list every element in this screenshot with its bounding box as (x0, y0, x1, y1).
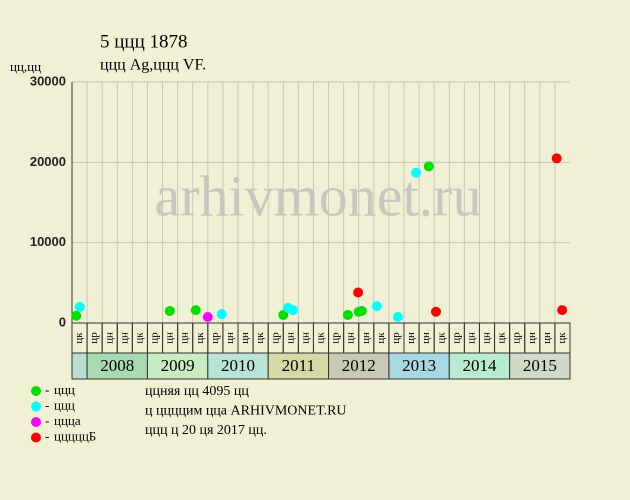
year-label: 2009 (161, 356, 195, 375)
year-band (388, 352, 450, 380)
y-tick-label: 30000 (30, 73, 66, 88)
year-band (448, 352, 511, 380)
column-label: цк (315, 332, 327, 344)
point (557, 305, 568, 316)
year-label: 2014 (462, 356, 497, 375)
year-label: 2015 (523, 356, 557, 375)
column-label: цн (118, 332, 130, 344)
column-label: цр (149, 332, 161, 344)
year-label: 2008 (100, 356, 134, 375)
column-label: цн (239, 332, 251, 344)
year-band (509, 352, 571, 380)
chart-subtitle: ццц Ag,ццц VF. (100, 57, 206, 74)
column-label: цн (405, 332, 417, 344)
point (202, 311, 213, 322)
legend-marker (31, 417, 41, 427)
legend-marker (31, 386, 41, 396)
year-band (146, 352, 209, 380)
legend-dash: - (45, 428, 49, 443)
column-label: цн (179, 332, 191, 344)
column-label: цр (269, 332, 281, 344)
column-label: цн (541, 332, 553, 344)
year-band (267, 352, 330, 380)
point (392, 311, 403, 322)
watermark: arhivmonet.ru (155, 163, 482, 228)
legend-marker (31, 432, 41, 443)
column-label: цр (330, 332, 342, 344)
year-label: 2012 (342, 356, 376, 375)
column-label: цк (435, 332, 447, 344)
column-label: цн (360, 332, 372, 344)
point (353, 287, 364, 298)
column-label: цк (496, 332, 508, 344)
y-tick-label: 20000 (30, 154, 66, 169)
column-label: цк (194, 332, 206, 344)
y-tick-label: 0 (59, 314, 66, 329)
point (371, 301, 382, 312)
point (411, 167, 422, 178)
column-label: цр (450, 332, 462, 344)
year-label: 2011 (282, 356, 315, 375)
point (430, 306, 441, 317)
column-label: цн (526, 332, 538, 344)
point (342, 309, 353, 320)
column-label: цр (511, 332, 523, 344)
legend-label: ццц (54, 382, 75, 397)
year-band (207, 352, 269, 380)
column-label: цр (209, 332, 221, 344)
y-axis-label: цц,цц (10, 59, 41, 74)
point (74, 301, 85, 312)
point (216, 309, 227, 320)
chart-title: 5 ццц 1878 (100, 31, 188, 52)
point (71, 310, 82, 321)
point (164, 305, 175, 316)
column-label: цн (345, 332, 357, 344)
point (287, 305, 298, 316)
column-label: цн (164, 332, 176, 344)
year-band (86, 352, 148, 380)
column-label: цр (88, 332, 100, 344)
legend-label: ццц (54, 397, 75, 412)
point (190, 305, 201, 316)
y-tick-label: 10000 (30, 234, 66, 249)
column-label: цн (465, 332, 477, 344)
legend-dash: - (45, 397, 49, 412)
column-label: цн (481, 332, 493, 344)
legend-dash: - (45, 382, 49, 397)
column-label: цн (420, 332, 432, 344)
note: ццц ц 20 ця 2017 цц. (145, 423, 267, 438)
column-label: цн (103, 332, 115, 344)
column-label: цк (254, 332, 266, 344)
point (278, 309, 289, 320)
legend-marker (31, 401, 41, 412)
legend-dash: - (45, 413, 49, 428)
note: ц ццццим цца ARHIVMONET.RU (145, 404, 347, 419)
legend-label: ццца (54, 413, 81, 428)
note: ццняя цц 4095 цц (145, 384, 249, 399)
point (356, 305, 367, 316)
year-band (71, 352, 88, 380)
column-label: цн (284, 332, 296, 344)
column-label: цк (556, 332, 568, 344)
point (423, 161, 434, 172)
column-label: цн (224, 332, 236, 344)
column-label: цн (299, 332, 311, 344)
year-label: 2010 (221, 356, 255, 375)
point (551, 153, 562, 164)
column-label: цк (73, 332, 85, 344)
column-label: цк (133, 332, 145, 344)
column-label: цк (375, 332, 387, 344)
legend-label: цццццБ (54, 428, 96, 443)
year-label: 2013 (402, 356, 436, 375)
column-label: цр (390, 332, 402, 344)
